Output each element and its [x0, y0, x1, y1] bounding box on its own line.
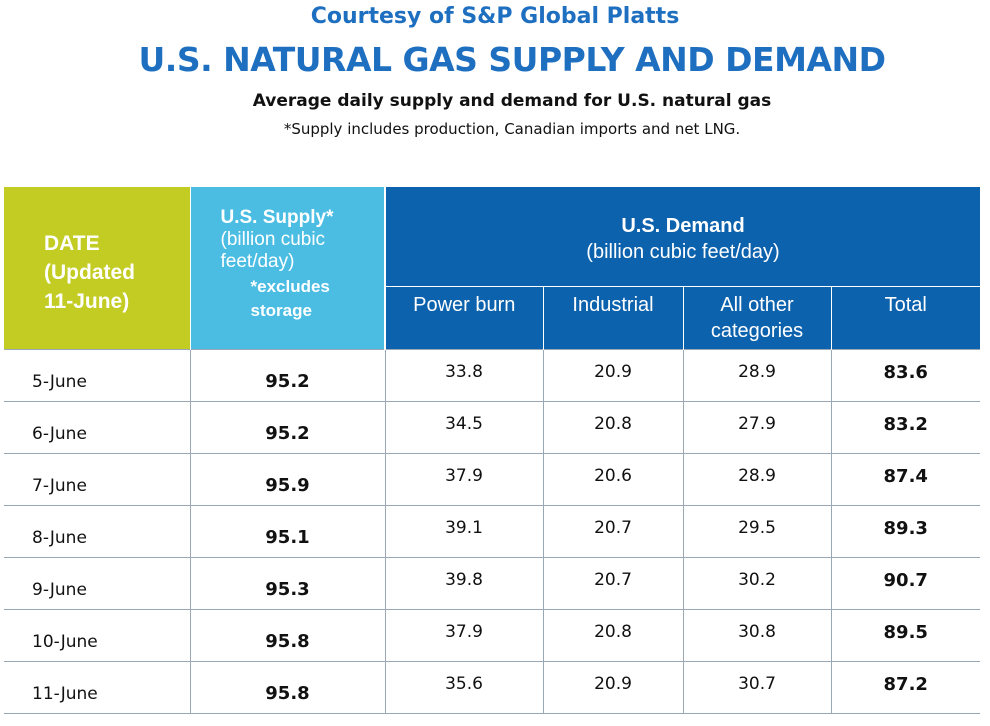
demand-group-header: U.S. Demand (billion cubic feet/day) — [385, 187, 980, 287]
supply-column-header: U.S. Supply* (billion cubic feet/day) *e… — [190, 187, 386, 349]
date-header-line1: DATE — [44, 232, 100, 255]
other-categories-cell: 29.5 — [683, 505, 832, 558]
table-row: 10-June 95.8 37.9 20.8 30.8 89.5 — [4, 609, 980, 662]
supply-cell: 95.1 — [190, 505, 386, 558]
industrial-cell: 20.9 — [543, 661, 684, 714]
supply-cell: 95.3 — [190, 557, 386, 610]
total-demand-cell: 89.5 — [831, 609, 980, 662]
supply-footnote: *Supply includes production, Canadian im… — [283, 120, 741, 138]
other-categories-cell: 30.2 — [683, 557, 832, 610]
page-subtitle: Average daily supply and demand for U.S.… — [252, 91, 772, 111]
other-categories-cell: 30.7 — [683, 661, 832, 714]
total-demand-cell: 87.4 — [831, 453, 980, 506]
power-burn-cell: 37.9 — [385, 609, 544, 662]
industrial-header: Industrial — [543, 286, 684, 349]
total-demand-cell: 87.2 — [831, 661, 980, 714]
other-categories-cell: 27.9 — [683, 401, 832, 454]
industrial-cell: 20.7 — [543, 505, 684, 558]
total-demand-cell: 83.6 — [831, 348, 980, 402]
date-cell: 6-June — [4, 401, 191, 454]
power-burn-cell: 39.8 — [385, 557, 544, 610]
date-cell: 8-June — [4, 505, 191, 558]
courtesy-line: Courtesy of S&P Global Platts — [310, 4, 680, 29]
supply-cell: 95.8 — [190, 609, 386, 662]
supply-cell: 95.9 — [190, 453, 386, 506]
demand-header-title: U.S. Demand — [621, 215, 745, 237]
date-cell: 10-June — [4, 609, 191, 662]
power-burn-cell: 33.8 — [385, 348, 544, 402]
industrial-cell: 20.9 — [543, 348, 684, 402]
supply-cell: 95.2 — [190, 401, 386, 454]
date-cell: 5-June — [4, 348, 191, 402]
table-row: 11-June 95.8 35.6 20.9 30.7 87.2 — [4, 661, 980, 714]
table-row: 8-June 95.1 39.1 20.7 29.5 89.3 — [4, 505, 980, 558]
total-demand-cell: 89.3 — [831, 505, 980, 558]
industrial-cell: 20.6 — [543, 453, 684, 506]
supply-header-unit: (billion cubic feet/day) — [220, 229, 326, 272]
table-row: 7-June 95.9 37.9 20.6 28.9 87.4 — [4, 453, 980, 506]
other-categories-cell: 30.8 — [683, 609, 832, 662]
supply-cell: 95.2 — [190, 348, 386, 402]
industrial-cell: 20.8 — [543, 609, 684, 662]
total-demand-cell: 83.2 — [831, 401, 980, 454]
date-cell: 7-June — [4, 453, 191, 506]
table-row: 9-June 95.3 39.8 20.7 30.2 90.7 — [4, 557, 980, 610]
other-categories-cell: 28.9 — [683, 453, 832, 506]
power-burn-cell: 35.6 — [385, 661, 544, 714]
page-title: U.S. NATURAL GAS SUPPLY AND DEMAND — [138, 40, 886, 79]
other-categories-header: All other categories — [683, 286, 832, 349]
power-burn-cell: 34.5 — [385, 401, 544, 454]
total-demand-header: Total — [831, 286, 980, 349]
date-cell: 11-June — [4, 661, 191, 714]
date-column-header: DATE (Updated 11-June) — [4, 187, 191, 349]
date-cell: 9-June — [4, 557, 191, 610]
industrial-cell: 20.7 — [543, 557, 684, 610]
date-header-line2: (Updated — [44, 261, 135, 284]
industrial-cell: 20.8 — [543, 401, 684, 454]
table-row: 6-June 95.2 34.5 20.8 27.9 83.2 — [4, 401, 980, 454]
power-burn-cell: 39.1 — [385, 505, 544, 558]
table-row: 5-June 95.2 33.8 20.9 28.9 83.6 — [4, 348, 980, 402]
total-demand-cell: 90.7 — [831, 557, 980, 610]
supply-cell: 95.8 — [190, 661, 386, 714]
power-burn-cell: 37.9 — [385, 453, 544, 506]
other-categories-cell: 28.9 — [683, 348, 832, 402]
demand-header-unit: (billion cubic feet/day) — [586, 241, 780, 263]
supply-header-title: U.S. Supply* — [220, 207, 334, 228]
power-burn-header: Power burn — [385, 286, 544, 349]
date-header-line3: 11-June) — [44, 290, 130, 313]
supply-header-note: *excludes storage — [250, 277, 330, 320]
supply-demand-table: DATE (Updated 11-June) U.S. Supply* (bil… — [4, 187, 980, 714]
